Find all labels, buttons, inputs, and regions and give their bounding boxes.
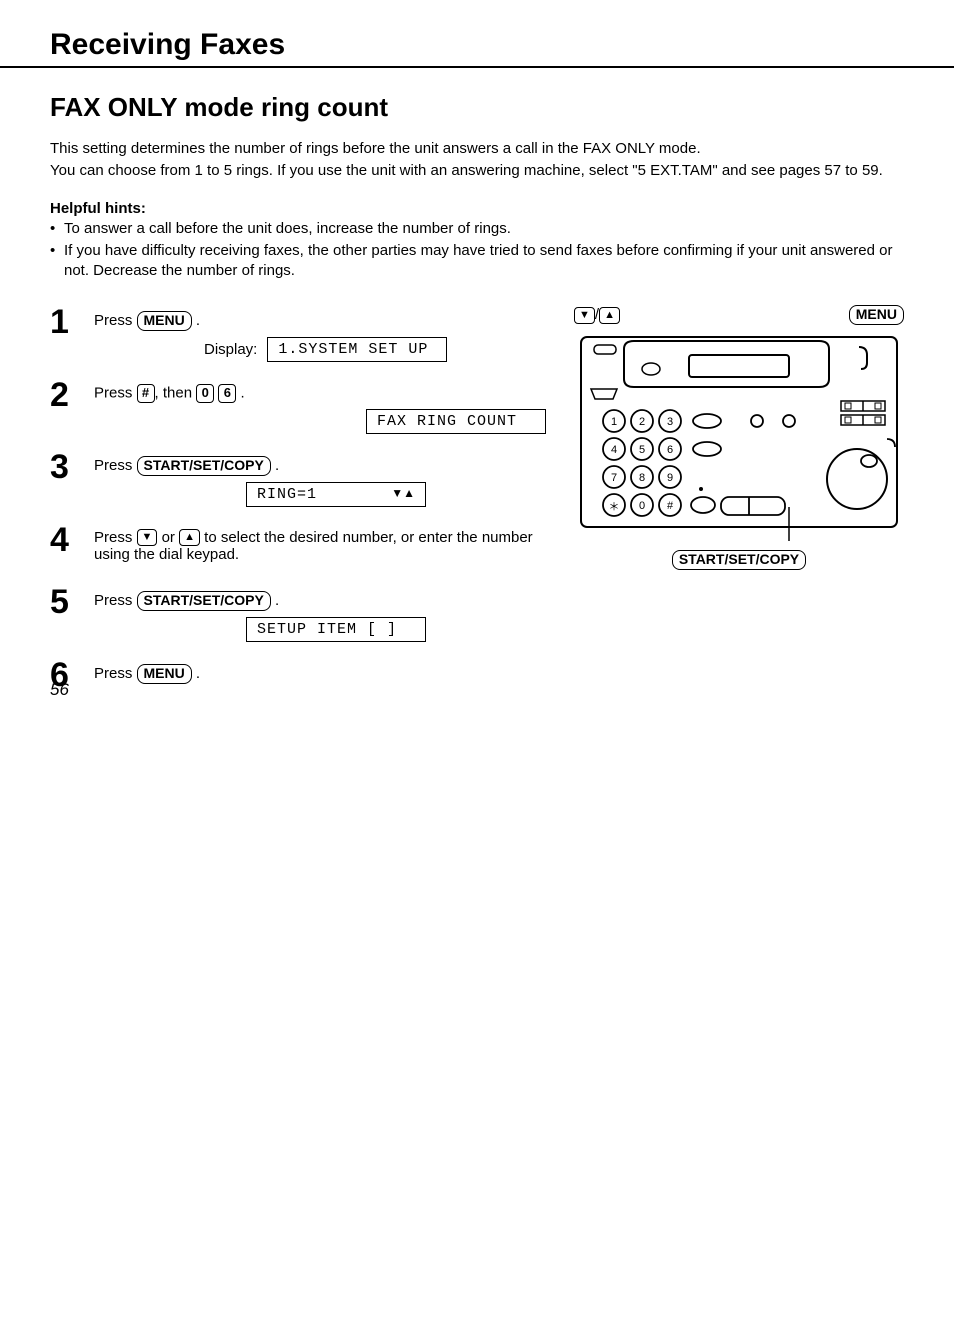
period: . bbox=[236, 384, 244, 401]
step-number: 1 bbox=[50, 305, 80, 339]
svg-text:2: 2 bbox=[639, 416, 645, 428]
period: . bbox=[192, 665, 200, 682]
steps-column: 1 Press MENU . Display: 1.SYSTEM SET UP … bbox=[50, 305, 550, 708]
down-arrow-key: ▼ bbox=[137, 529, 158, 546]
text-or: or bbox=[157, 529, 179, 546]
menu-button-label: MENU bbox=[137, 311, 192, 331]
lcd-text: RING=1 bbox=[257, 486, 317, 503]
svg-text:#: # bbox=[667, 500, 674, 512]
display-label: Display: bbox=[204, 341, 257, 358]
fax-panel-diagram: 1 2 3 4 5 6 7 8 9 ＊ 0 # bbox=[579, 329, 899, 544]
up-arrow-key: ▲ bbox=[179, 529, 200, 546]
down-arrow-key: ▼ bbox=[574, 307, 595, 324]
period: . bbox=[271, 592, 279, 609]
up-arrow-key: ▲ bbox=[599, 307, 620, 324]
start-set-copy-button-label: START/SET/COPY bbox=[672, 550, 806, 570]
diagram-column: ▼/▲ MENU bbox=[574, 305, 904, 708]
text-press: Press bbox=[94, 384, 132, 401]
svg-text:3: 3 bbox=[667, 416, 673, 428]
key-0: 0 bbox=[196, 384, 214, 403]
svg-text:6: 6 bbox=[667, 444, 673, 456]
svg-text:7: 7 bbox=[611, 472, 617, 484]
svg-text:8: 8 bbox=[639, 472, 645, 484]
text-press: Press bbox=[94, 312, 132, 329]
hint-item: To answer a call before the unit does, i… bbox=[50, 219, 904, 239]
period: . bbox=[271, 457, 279, 474]
intro-line-1: This setting determines the number of ri… bbox=[50, 139, 904, 159]
hint-item: If you have difficulty receiving faxes, … bbox=[50, 241, 904, 282]
menu-button-label: MENU bbox=[137, 664, 192, 684]
svg-text:9: 9 bbox=[667, 472, 673, 484]
menu-button-label: MENU bbox=[849, 305, 904, 325]
step-1: 1 Press MENU . Display: 1.SYSTEM SET UP bbox=[50, 305, 550, 362]
svg-text:4: 4 bbox=[611, 444, 617, 456]
start-set-copy-button-label: START/SET/COPY bbox=[137, 591, 271, 611]
step-5: 5 Press START/SET/COPY . SETUP ITEM [ ] bbox=[50, 585, 550, 642]
lcd-display: 1.SYSTEM SET UP bbox=[267, 337, 447, 362]
step-2: 2 Press #, then 0 6 . FAX RING COUNT bbox=[50, 378, 550, 434]
period: . bbox=[192, 312, 200, 329]
text-press: Press bbox=[94, 529, 132, 546]
start-set-copy-button-label: START/SET/COPY bbox=[137, 456, 271, 476]
hints-title: Helpful hints: bbox=[50, 200, 904, 217]
step-number: 2 bbox=[50, 378, 80, 412]
step-number: 5 bbox=[50, 585, 80, 619]
chapter-title: Receiving Faxes bbox=[50, 28, 904, 62]
text-then: , then bbox=[155, 384, 193, 401]
step-6: 6 Press MENU . bbox=[50, 658, 550, 692]
lcd-display: FAX RING COUNT bbox=[366, 409, 546, 434]
svg-text:0: 0 bbox=[639, 500, 645, 512]
lcd-arrows: ▼▲ bbox=[391, 486, 415, 500]
step-4: 4 Press ▼ or ▲ to select the desired num… bbox=[50, 523, 550, 570]
divider bbox=[0, 66, 954, 68]
key-6: 6 bbox=[218, 384, 236, 403]
intro-text: This setting determines the number of ri… bbox=[50, 139, 904, 182]
svg-text:1: 1 bbox=[611, 416, 617, 428]
step-3: 3 Press START/SET/COPY . RING=1 ▼▲ bbox=[50, 450, 550, 507]
lcd-display: RING=1 ▼▲ bbox=[246, 482, 426, 507]
step-number: 4 bbox=[50, 523, 80, 557]
svg-text:＊: ＊ bbox=[609, 501, 620, 513]
intro-line-2: You can choose from 1 to 5 rings. If you… bbox=[50, 161, 904, 181]
key-hash: # bbox=[137, 384, 155, 403]
section-title: FAX ONLY mode ring count bbox=[50, 92, 904, 123]
text-press: Press bbox=[94, 457, 132, 474]
svg-text:5: 5 bbox=[639, 444, 645, 456]
text-press: Press bbox=[94, 592, 132, 609]
page-number: 56 bbox=[50, 680, 69, 700]
hints-list: To answer a call before the unit does, i… bbox=[50, 219, 904, 282]
text-press: Press bbox=[94, 665, 132, 682]
lcd-display: SETUP ITEM [ ] bbox=[246, 617, 426, 642]
step-number: 3 bbox=[50, 450, 80, 484]
